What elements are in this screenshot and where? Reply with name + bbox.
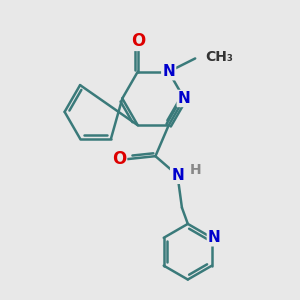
Text: N: N bbox=[162, 64, 175, 79]
Text: O: O bbox=[130, 32, 145, 50]
Text: H: H bbox=[190, 163, 202, 177]
Text: O: O bbox=[112, 150, 126, 168]
Text: N: N bbox=[178, 91, 190, 106]
Text: N: N bbox=[208, 230, 220, 245]
Text: CH₃: CH₃ bbox=[206, 50, 233, 64]
Text: N: N bbox=[171, 168, 184, 183]
